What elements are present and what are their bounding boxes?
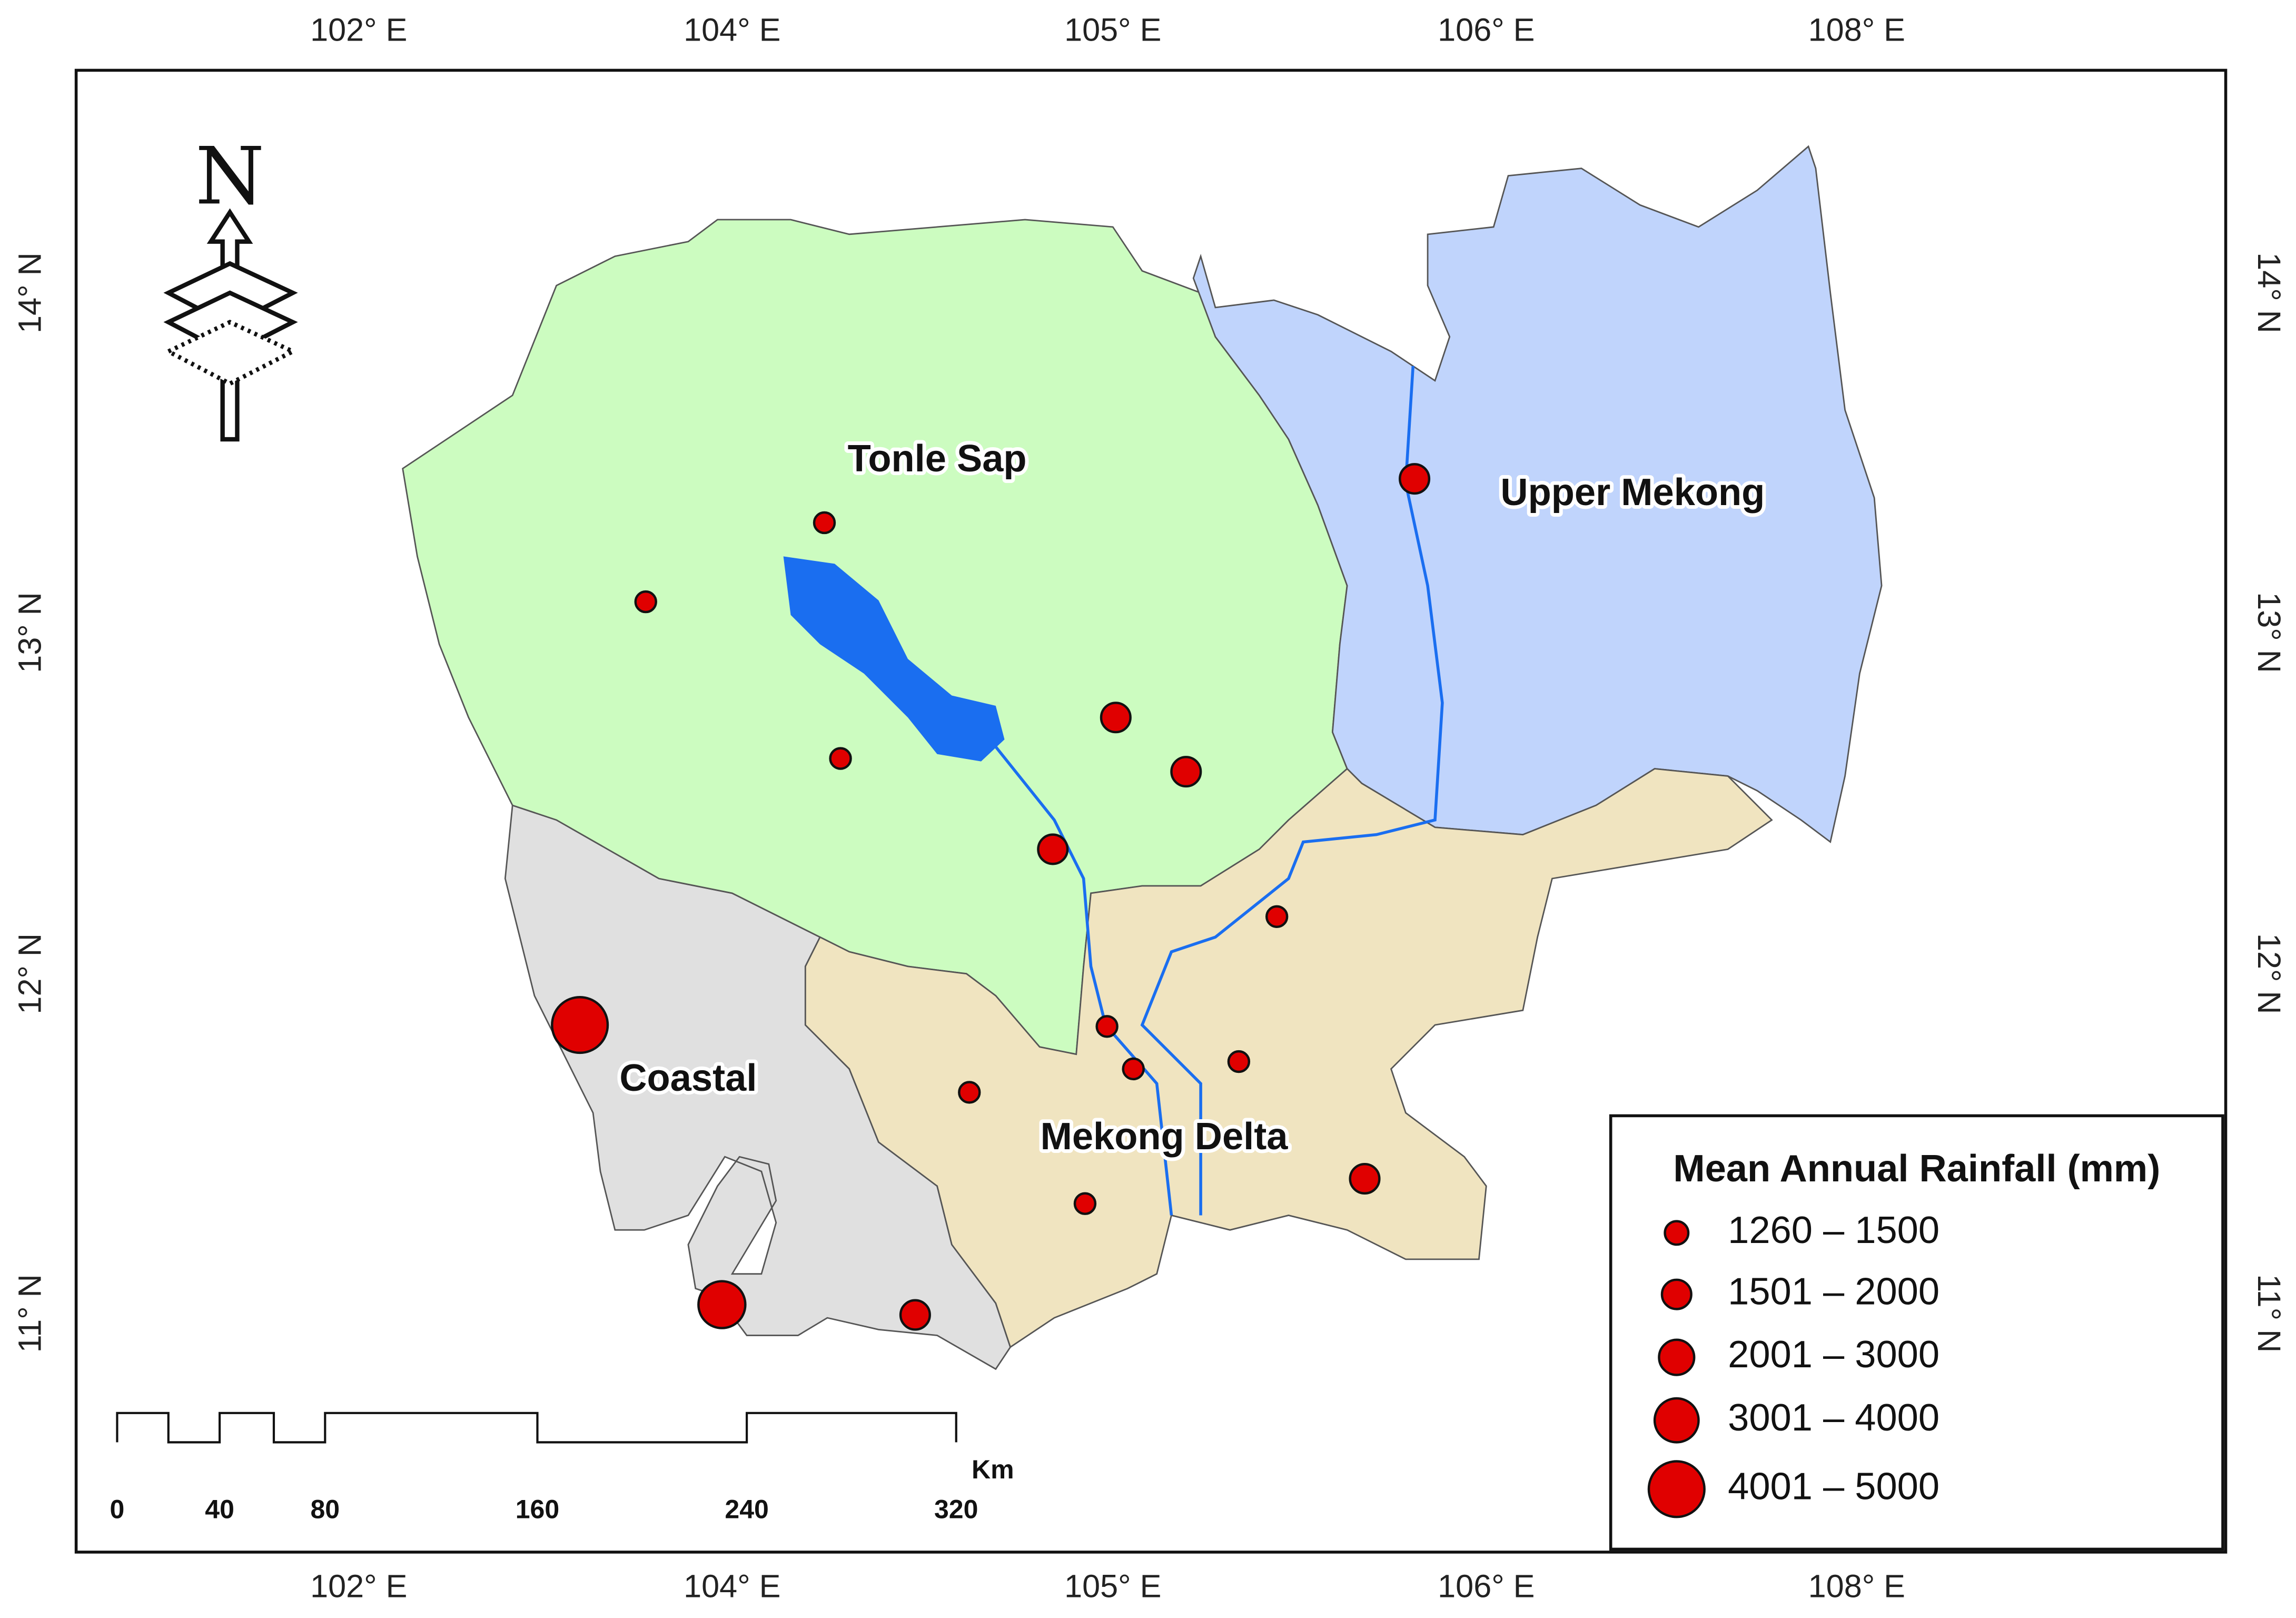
region-label: Mekong Delta xyxy=(1041,1116,1289,1158)
scale-label: 40 xyxy=(205,1494,234,1524)
station xyxy=(1170,756,1202,788)
lake xyxy=(783,556,1005,762)
legend-box xyxy=(1609,1114,2224,1551)
scale-unit: Km xyxy=(972,1455,1014,1484)
region-label: Coastal xyxy=(619,1057,757,1099)
map-layer-icon xyxy=(163,320,298,387)
station xyxy=(829,747,852,770)
lat-label: 13° N xyxy=(12,592,47,673)
lat-label: 14° N xyxy=(2251,252,2287,333)
lon-label: 102° E xyxy=(310,12,407,47)
legend-label: 3001 – 4000 xyxy=(1728,1397,1939,1439)
lon-label: 106° E xyxy=(1438,12,1535,47)
scale-label: 240 xyxy=(725,1494,768,1524)
river xyxy=(1140,366,1444,1216)
lat-label: 12° N xyxy=(2251,933,2287,1014)
lon-label: 105° E xyxy=(1064,12,1161,47)
legend-symbol xyxy=(1647,1460,1706,1518)
stations xyxy=(551,463,1431,1331)
lat-label: 14° N xyxy=(12,252,47,333)
lon-label: 102° E xyxy=(310,1568,407,1604)
lon-label: 105° E xyxy=(1064,1568,1161,1604)
north-arrow: N xyxy=(163,131,298,442)
station xyxy=(1073,1192,1097,1215)
lat-label: 13° N xyxy=(2251,592,2287,673)
legend-label: 1501 – 2000 xyxy=(1728,1271,1939,1313)
station xyxy=(1095,1015,1119,1038)
river xyxy=(994,746,1173,1216)
lon-label: 108° E xyxy=(1808,12,1905,47)
station xyxy=(813,511,836,535)
legend-label: 4001 – 5000 xyxy=(1728,1465,1939,1507)
lat-label: 11° N xyxy=(12,1274,47,1353)
legend-symbol xyxy=(1660,1278,1693,1310)
legend-title: Mean Annual Rainfall (mm) xyxy=(1673,1148,2160,1190)
scale-label: 0 xyxy=(110,1494,125,1524)
station xyxy=(634,590,657,614)
station xyxy=(899,1299,931,1331)
station xyxy=(1037,833,1069,865)
station xyxy=(1399,463,1431,495)
lat-label: 11° N xyxy=(2251,1274,2287,1353)
station xyxy=(1227,1050,1251,1073)
station xyxy=(1349,1162,1381,1195)
station xyxy=(1100,702,1132,734)
legend-label: 1260 – 1500 xyxy=(1728,1209,1939,1251)
scale-label: 320 xyxy=(934,1494,978,1524)
scale-bar: 0 40 80 160 240 320 Km xyxy=(110,1412,1014,1524)
legend-symbol xyxy=(1658,1338,1696,1376)
legend-symbol xyxy=(1653,1397,1700,1444)
region-label: Tonle Sap xyxy=(848,438,1027,480)
lat-labels: 14° N 13° N 12° N 11° N 14° N 13° N 12° … xyxy=(12,252,2287,1353)
station xyxy=(697,1280,747,1329)
lon-label: 108° E xyxy=(1808,1568,1905,1604)
lon-label: 104° E xyxy=(684,1568,780,1604)
lon-label: 106° E xyxy=(1438,1568,1535,1604)
scale-label: 160 xyxy=(516,1494,559,1524)
region-label: Upper Mekong xyxy=(1500,471,1765,514)
station xyxy=(1265,905,1289,929)
legend-label: 2001 – 3000 xyxy=(1728,1334,1939,1376)
upper-mekong-region xyxy=(1192,145,1883,843)
scale-bar-line xyxy=(116,1412,957,1444)
scale-label: 80 xyxy=(310,1494,340,1524)
station xyxy=(1122,1057,1145,1081)
lon-label: 104° E xyxy=(684,12,780,47)
lat-label: 12° N xyxy=(12,933,47,1014)
legend-symbol xyxy=(1664,1220,1690,1246)
lon-labels: 102° E 104° E 105° E 106° E 108° E 102° … xyxy=(310,12,1905,1604)
station xyxy=(551,996,609,1054)
north-label: N xyxy=(195,131,264,222)
station xyxy=(958,1081,981,1104)
legend: Mean Annual Rainfall (mm) 1260 – 1500 15… xyxy=(1609,1114,2224,1551)
mekong-delta-region xyxy=(804,767,1773,1348)
